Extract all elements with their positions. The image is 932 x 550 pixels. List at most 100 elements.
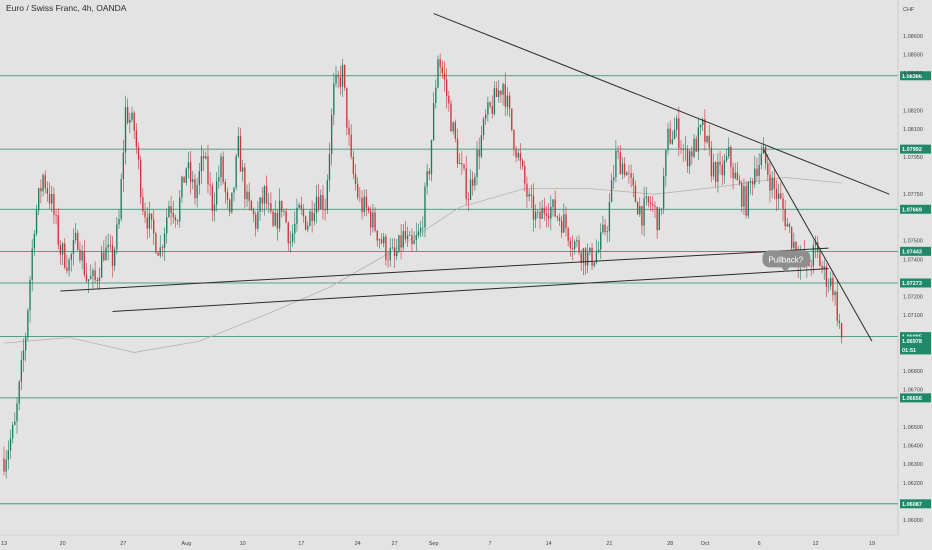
candle-body xyxy=(218,177,220,182)
candle-body xyxy=(567,228,569,241)
candle-body xyxy=(582,248,585,263)
y-tick-label: 1.07500 xyxy=(903,239,923,245)
candle-body xyxy=(491,106,493,114)
candle-body xyxy=(745,186,747,216)
candle-body xyxy=(348,127,350,135)
y-tick-label: 1.07750 xyxy=(903,192,923,198)
trendline[interactable] xyxy=(433,13,890,195)
candle-body xyxy=(764,146,767,164)
candle-body xyxy=(574,241,576,249)
candle-body xyxy=(374,212,376,231)
candle-body xyxy=(137,147,140,160)
candle-body xyxy=(163,233,166,248)
y-tick-label: 1.07200 xyxy=(903,295,923,301)
candle-body xyxy=(302,209,305,217)
candle-body xyxy=(265,186,268,204)
candle-body xyxy=(469,179,472,201)
price-axis[interactable]: 1.08600 1.08500 1.08400 1.08200 1.08100 1.079… xyxy=(903,34,923,524)
candle-body xyxy=(337,74,339,77)
candle-body xyxy=(730,146,732,168)
candle-body xyxy=(148,213,151,229)
y-tick-label: 1.06800 xyxy=(903,369,923,375)
candle-body xyxy=(346,87,348,128)
y-tick-label: 1.06200 xyxy=(903,481,923,487)
candle-body xyxy=(122,152,125,180)
candle-body xyxy=(836,291,838,321)
candle-body xyxy=(769,174,771,191)
candle-body xyxy=(313,213,315,222)
candle-body xyxy=(278,200,281,229)
candle-body xyxy=(830,278,832,286)
trendline[interactable] xyxy=(60,247,829,292)
candle-body xyxy=(326,180,328,211)
candle-body xyxy=(185,168,187,183)
candle-body xyxy=(116,224,118,250)
candle-body xyxy=(107,244,109,248)
candle-body xyxy=(812,245,815,267)
candle-body xyxy=(667,128,669,151)
candle-body xyxy=(652,204,654,206)
candle-body xyxy=(189,162,192,182)
trendline[interactable] xyxy=(763,149,873,342)
candle-body xyxy=(678,118,680,149)
candle-body xyxy=(517,152,519,158)
candle-body xyxy=(443,73,446,80)
candle-body xyxy=(643,198,645,226)
candle-body xyxy=(684,148,687,150)
candle-body xyxy=(691,151,693,157)
candle-body xyxy=(604,224,606,233)
candle-body xyxy=(352,156,355,174)
candle-body xyxy=(597,249,600,253)
x-tick-label: 20 xyxy=(60,541,66,547)
candle-body xyxy=(296,207,298,224)
candle-body xyxy=(140,159,142,198)
candle-body xyxy=(550,206,552,219)
candle-body xyxy=(840,322,843,338)
x-tick-label: 28 xyxy=(667,541,673,547)
candle-body xyxy=(207,156,209,185)
candle-body xyxy=(526,183,528,197)
candle-body xyxy=(565,214,567,229)
price-level-label: 1.06087 xyxy=(902,502,922,508)
candle-body xyxy=(79,249,81,261)
candle-body xyxy=(754,168,756,185)
candle-body xyxy=(12,424,14,439)
price-level-tag xyxy=(900,499,931,509)
candle-body xyxy=(487,102,489,115)
candle-body xyxy=(593,262,595,266)
candle-body xyxy=(309,211,311,226)
candle-body xyxy=(339,76,342,87)
pullback-callout[interactable] xyxy=(762,250,811,268)
y-tick-label: 1.06000 xyxy=(903,518,923,524)
candle-body xyxy=(142,197,144,212)
candle-body xyxy=(90,276,92,280)
price-level-tag xyxy=(900,246,931,256)
candle-body xyxy=(702,119,704,125)
candle-body xyxy=(626,172,628,176)
candle-body xyxy=(786,223,789,227)
candle-body xyxy=(654,205,656,207)
candle-body xyxy=(682,149,684,151)
candle-body xyxy=(732,167,734,179)
candle-body xyxy=(131,112,133,120)
candle-body xyxy=(359,197,361,199)
callout-pointer xyxy=(781,267,790,273)
candle-body xyxy=(437,59,439,88)
candle-body xyxy=(415,235,417,241)
time-axis[interactable]: 13 20 27 Aug 10 17 24 27 Sep 7 14 21 28 Oct 6 12 19 xyxy=(1,541,875,547)
candle-body xyxy=(467,199,470,201)
candle-body xyxy=(333,83,335,116)
trendline[interactable] xyxy=(112,268,829,312)
candle-body xyxy=(450,103,452,132)
candle-body xyxy=(606,231,608,233)
candle-body xyxy=(697,127,700,152)
candle-body xyxy=(35,210,38,234)
y-tick-label: 1.08400 xyxy=(903,71,923,77)
candle-body xyxy=(595,252,598,263)
candle-body xyxy=(571,247,574,249)
candle-body xyxy=(235,155,237,188)
candle-body xyxy=(600,232,602,250)
candle-body xyxy=(689,151,691,167)
candle-body xyxy=(817,242,819,252)
